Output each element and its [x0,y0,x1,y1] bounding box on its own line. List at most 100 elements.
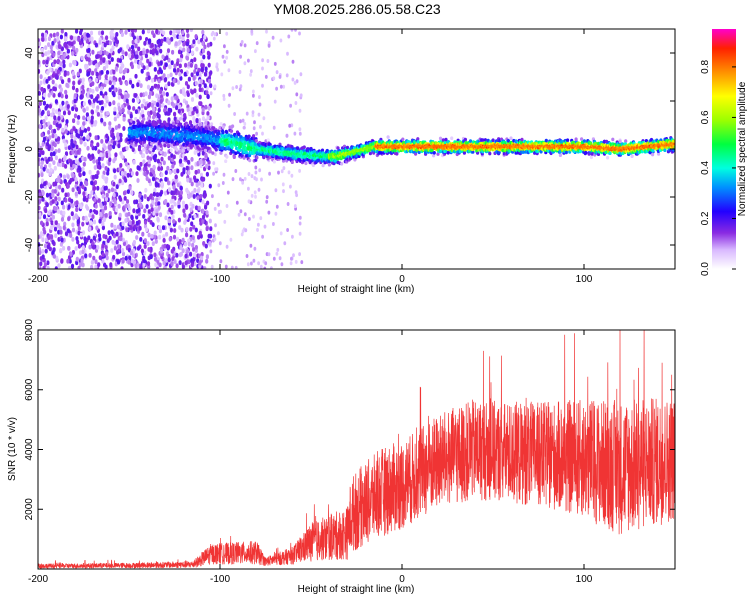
spectrogram-cell [291,234,294,239]
spectrogram-cell [43,36,48,42]
spectrogram-cell [278,256,282,261]
spectrogram-cell [112,75,116,81]
spectrogram-cell [71,106,75,112]
spectrogram-cell [69,35,74,40]
spectrogram-cell [142,50,146,56]
spectrogram-cell [103,121,107,127]
spectrogram-cell [225,155,229,159]
spectrogram-cell [272,159,276,164]
spectrogram-cell [121,199,125,205]
spectrogram-cell [81,77,85,83]
spectrogram-cell [170,248,174,254]
spectrogram-cell [52,120,57,126]
spectrogram-cell [77,115,81,120]
spectrogram-cell [275,251,279,256]
spectrogram-cell [51,73,56,78]
spectrogram-cell [131,48,135,54]
spectrogram-cell [83,141,87,147]
spectrogram-cell [156,102,160,107]
spectrogram-cell [75,87,79,93]
spectrogram-cell [45,221,49,227]
spectrogram-cell [194,63,198,69]
spectrogram-cell [203,193,207,199]
spectrogram-cell [302,145,306,149]
spectrogram-cell [133,93,137,98]
spectrogram-cell [162,260,166,266]
spectrogram-cell [200,67,204,72]
spectrogram-cell [124,30,128,35]
spectrogram-cell [122,190,127,196]
spectrogram-cell [147,217,151,223]
spectrogram-cell [178,63,182,69]
spectrogram-cell [41,109,45,115]
spectrogram-cell [174,174,178,180]
spectrogram-cell [204,148,208,153]
spectrogram-cell [131,98,135,103]
spectrogram-cell [220,146,225,150]
spectrogram-cell [38,142,41,148]
spectrogram-cell [298,127,302,132]
spectrogram-cell [191,242,195,248]
spectrogram-cell [198,82,202,88]
spectrogram-cell [68,41,72,46]
spectrogram-cell [149,57,153,63]
spectrogram-cell [266,59,270,63]
spectrogram-cell [217,131,221,136]
spectrogram-cell [178,239,182,244]
spectrogram-cell [152,191,156,197]
spectrogram-cell [82,191,86,197]
spectrogram-cell [206,111,210,116]
spectrogram-cell [43,181,47,187]
spectrogram-cell [242,125,246,130]
spectrogram-cell [162,73,166,78]
spectrogram-cell [134,58,138,64]
spectrogram-cell [54,74,58,80]
spectrogram-cell [116,113,120,119]
spectrogram-cell [258,95,261,100]
spectrogram-cell [253,120,256,125]
spectrogram-cell [231,124,235,128]
spectrogram-cell [138,225,142,231]
spectrogram-cell [137,64,141,69]
spectrogram-cell [121,248,125,253]
spectrogram-cell [159,99,163,104]
spectrogram-cell [436,152,440,156]
spectrogram-cell [88,78,92,84]
spectrogram-cell [165,231,169,237]
spectrogram-cell [282,189,285,194]
spectrogram-cell [71,237,75,242]
spectrogram-cell [52,160,56,166]
spectrogram-cell [181,36,185,42]
spectrogram-cell [163,243,167,249]
spectrogram-cell [298,108,302,113]
spectrogram-cell [133,224,137,230]
spectrogram-cell [141,29,145,35]
spectrogram-cell [213,206,217,211]
spectrogram-cell [64,43,68,49]
spectrogram-cell [161,54,165,60]
spectrogram-cell [172,184,176,190]
spectrogram-cell [174,41,178,47]
spectrogram-cell [172,137,176,141]
spectrogram-cell [67,77,71,83]
spectrogram-cell [279,231,283,236]
spectrogram-cell [249,72,253,77]
spectrogram-cell [131,147,135,153]
spectrogram-cell [175,61,179,67]
spectrogram-cell [90,142,94,148]
spectrogram-cell [38,101,43,106]
spectrogram-cell [201,219,205,224]
spectrogram-cell [167,187,172,193]
spectrogram-cell [238,70,242,74]
spectrogram-cell [173,67,177,73]
spectrogram-cell [117,123,121,129]
spectrogram-cell [85,112,89,117]
spectrogram-cell [159,191,163,197]
spectrogram-cell [135,220,139,226]
spectrogram-cell [208,183,212,189]
spectrogram-cell [89,220,93,226]
spectrogram-cell [78,172,82,177]
spectrogram-cell [286,51,289,56]
spectrogram-cell [44,45,48,50]
spectrogram-cell [186,189,190,195]
